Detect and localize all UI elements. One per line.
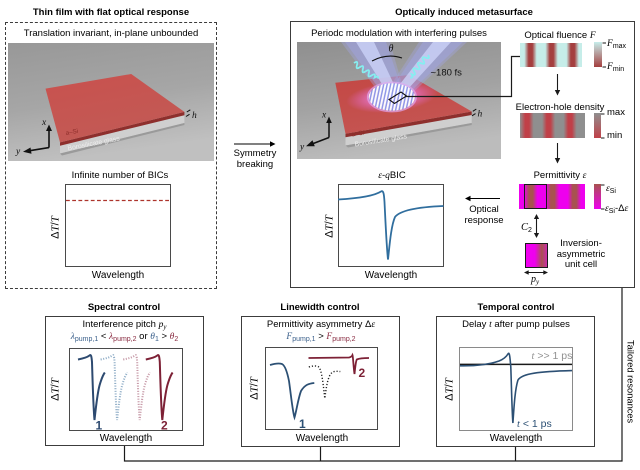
svg-text:a–Si: a–Si bbox=[351, 130, 365, 139]
svg-text:t < 1 ps: t < 1 ps bbox=[517, 418, 552, 430]
svg-text:θ: θ bbox=[389, 44, 394, 55]
svg-text:a–Si: a–Si bbox=[65, 128, 79, 137]
svg-text:1: 1 bbox=[96, 419, 103, 432]
svg-text:y: y bbox=[299, 143, 305, 153]
svg-text:2: 2 bbox=[161, 419, 168, 432]
svg-text:y: y bbox=[15, 147, 21, 157]
svg-text:2: 2 bbox=[359, 366, 366, 380]
svg-text:1: 1 bbox=[299, 417, 306, 430]
svg-text:x: x bbox=[41, 118, 47, 128]
svg-text:h: h bbox=[478, 110, 483, 120]
svg-text:t >> 1 ps: t >> 1 ps bbox=[532, 350, 573, 362]
svg-text:~180 fs: ~180 fs bbox=[431, 68, 463, 79]
svg-text:h: h bbox=[192, 111, 197, 121]
svg-text:x: x bbox=[321, 111, 327, 121]
